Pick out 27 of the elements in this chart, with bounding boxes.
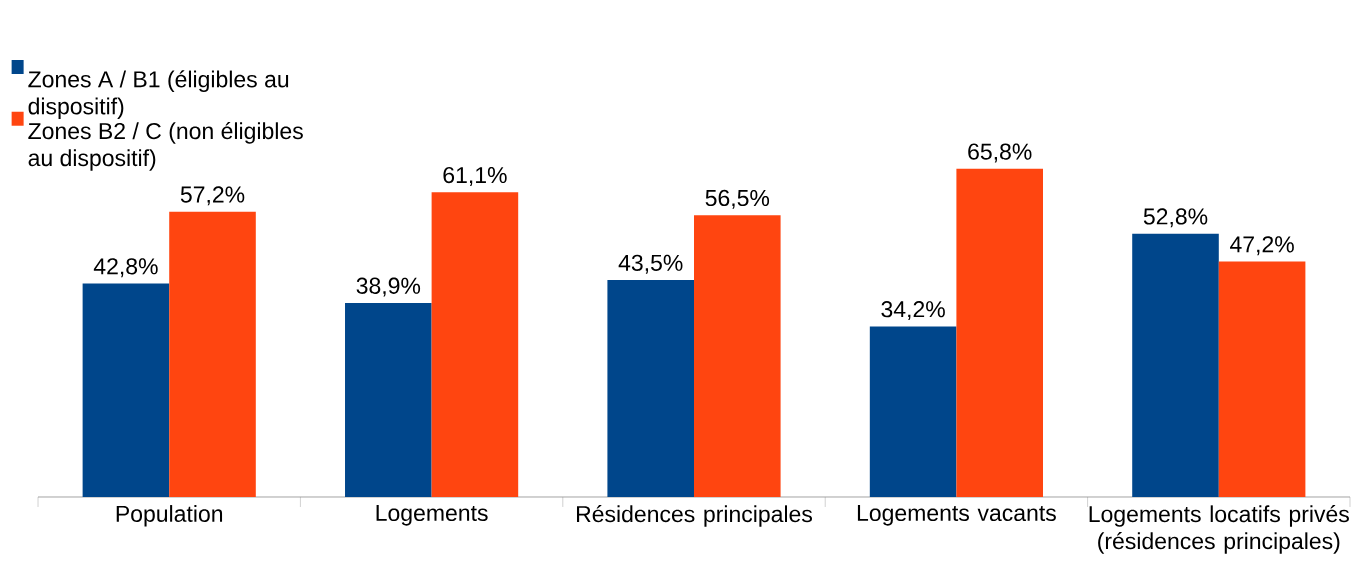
bar bbox=[1218, 261, 1306, 497]
x-tick-label: Résidences principales bbox=[577, 505, 812, 527]
bar bbox=[694, 215, 781, 497]
bar bbox=[431, 192, 519, 497]
data-label: 52,8% bbox=[1143, 208, 1208, 228]
bar bbox=[82, 283, 170, 497]
x-tick-label: Logements locatifs privés (résidences principales) bbox=[1089, 505, 1349, 554]
x-tick-label: Logements vacants bbox=[857, 505, 1056, 526]
data-label: 47,2% bbox=[1230, 236, 1294, 256]
x-tick-label: Logements bbox=[376, 505, 488, 526]
data-label: 34,2% bbox=[881, 301, 945, 321]
data-label: 43,5% bbox=[618, 254, 683, 274]
bar bbox=[1132, 233, 1219, 497]
data-label: 57,2% bbox=[180, 186, 245, 206]
data-label: 56,5% bbox=[705, 189, 770, 209]
data-label: 38,9% bbox=[356, 277, 421, 297]
bar bbox=[169, 211, 256, 497]
bar bbox=[345, 303, 432, 497]
bar bbox=[607, 280, 695, 497]
bar bbox=[869, 326, 957, 497]
data-label: 61,1% bbox=[443, 166, 507, 186]
legend-label: Zones B2 / C (non éligibles au dispositif) bbox=[28, 122, 303, 171]
bar bbox=[956, 168, 1043, 497]
data-label: 65,8% bbox=[968, 143, 1032, 163]
x-tick-label: Population bbox=[116, 505, 223, 527]
legend-label: Zones A / B1 (éligibles au dispositif) bbox=[28, 70, 289, 119]
data-label: 42,8% bbox=[93, 258, 158, 278]
